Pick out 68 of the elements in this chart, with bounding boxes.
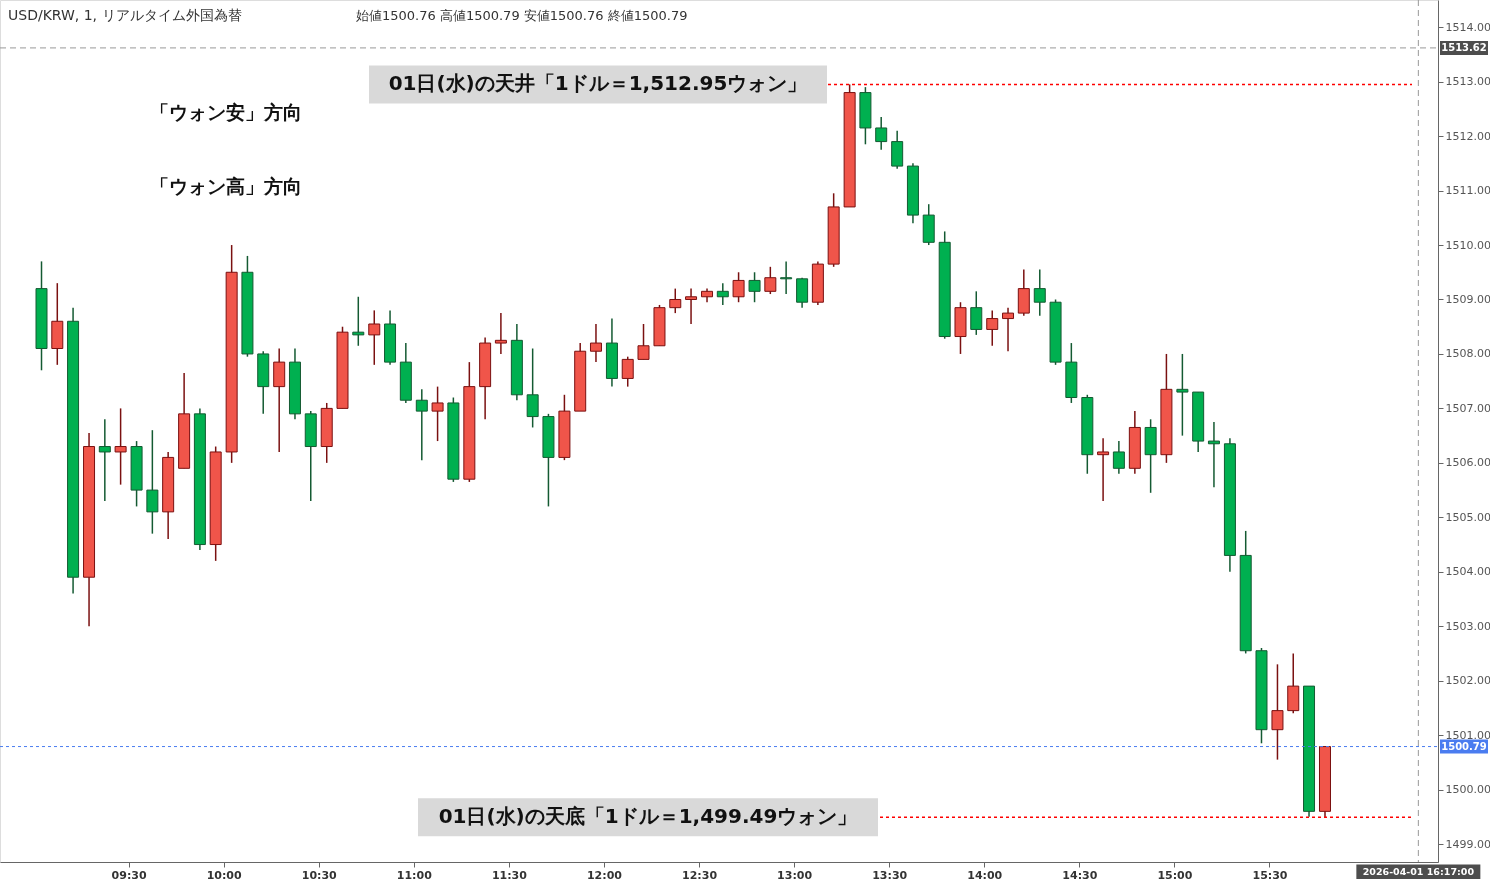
x-tick-label: 14:30 [1062, 868, 1098, 879]
text: USD/KRW, 1, リアルタイム外国為替 [8, 7, 242, 23]
candlestick [146, 429, 159, 535]
candlestick [1271, 663, 1284, 761]
y-tick-label: 1505.00 [1445, 510, 1490, 524]
y-tick-label: 1511.00 [1445, 184, 1490, 198]
x-tick-label: 13:30 [872, 868, 908, 879]
y-tick-label: 1504.00 [1445, 565, 1490, 579]
x-tick-label: 15:30 [1252, 868, 1288, 879]
y-tick-label: 1507.00 [1445, 401, 1490, 415]
x-tick-label: 10:30 [301, 868, 338, 879]
y-tick-label: 1512.00 [1445, 129, 1490, 143]
ref-line-label: 1513.62 [1441, 41, 1487, 53]
candlestick [621, 355, 634, 388]
ref-line-label: 01日(水)の天底「1ドル＝1,499.49ウォン」 [438, 804, 858, 829]
annotation: 「ウォン高」方向 [150, 175, 302, 197]
x-tick-label: 14:00 [967, 868, 1003, 879]
y-tick-label: 1501.00 [1445, 728, 1490, 742]
candlestick [748, 271, 761, 303]
candlestick [780, 260, 793, 295]
ref-line-label: 1500.79 [1441, 740, 1487, 752]
x-tick-label: 13:00 [777, 868, 813, 879]
y-tick-label: 1514.00 [1445, 20, 1490, 34]
ref-line-label: 2026-04-01 16:17:00 [1362, 866, 1475, 877]
ref-line-label: 01日(水)の天井「1ドル＝1,512.95ウォン」 [388, 71, 808, 96]
candlestick [986, 309, 999, 347]
candlestick [431, 385, 444, 442]
candlestick [764, 266, 777, 295]
y-tick-label: 1510.00 [1445, 238, 1490, 252]
candlestick [685, 287, 698, 325]
candlestick [875, 116, 888, 151]
candlestick [494, 312, 507, 355]
candlestick [368, 309, 381, 366]
candlestick [1112, 440, 1125, 475]
candlestick [1002, 306, 1015, 352]
x-tick-label: 11:30 [491, 868, 528, 879]
candlestick [114, 407, 127, 486]
candlestick [1176, 353, 1189, 437]
annotation: 始値1500.76 高値1500.79 安値1500.76 終値1500.79 [356, 8, 688, 23]
y-tick-label: 1509.00 [1445, 292, 1490, 306]
candlestick [970, 290, 983, 336]
x-tick-label: 12:00 [586, 868, 623, 879]
y-tick-label: 1503.00 [1445, 619, 1490, 633]
y-tick-label: 1513.00 [1445, 75, 1490, 89]
candlestick [1207, 421, 1220, 489]
candlestick [1097, 437, 1110, 502]
candlestick [796, 276, 809, 309]
x-tick-label: 15:00 [1157, 868, 1193, 879]
annotation: 「ウォン安」方向 [150, 101, 302, 123]
y-tick-label: 1502.00 [1445, 674, 1490, 688]
x-tick-label: 09:30 [111, 868, 147, 879]
candlestick [1033, 268, 1046, 317]
candlestick [732, 271, 745, 303]
candlestick [589, 323, 602, 363]
y-tick-label: 1508.00 [1445, 347, 1490, 361]
y-tick-label: 1499.00 [1445, 837, 1490, 851]
x-tick-label: 11:00 [396, 868, 433, 879]
candlestick [526, 347, 539, 429]
candlestick [352, 296, 365, 347]
candlestick [98, 418, 111, 502]
candlestick [716, 282, 729, 306]
y-tick-label: 1500.00 [1445, 783, 1490, 797]
candlestick [637, 323, 650, 361]
x-tick-label: 12:30 [682, 868, 718, 879]
y-tick-label: 1506.00 [1445, 456, 1490, 470]
x-tick-label: 10:00 [206, 868, 243, 879]
candlestick [669, 287, 682, 314]
candlestick [415, 388, 428, 461]
